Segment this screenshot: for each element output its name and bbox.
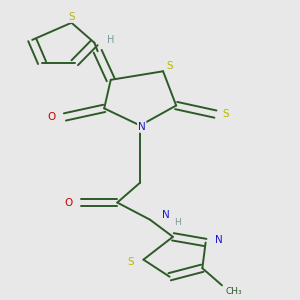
Text: CH₃: CH₃: [225, 287, 242, 296]
Text: H: H: [174, 218, 181, 227]
Text: O: O: [64, 198, 72, 208]
Text: S: S: [222, 109, 229, 119]
Text: N: N: [138, 122, 146, 132]
Text: H: H: [107, 35, 114, 45]
Text: S: S: [166, 61, 173, 70]
Text: S: S: [68, 12, 75, 22]
Text: N: N: [215, 235, 223, 245]
Text: N: N: [163, 210, 170, 220]
Text: O: O: [48, 112, 56, 122]
Text: S: S: [127, 257, 134, 268]
